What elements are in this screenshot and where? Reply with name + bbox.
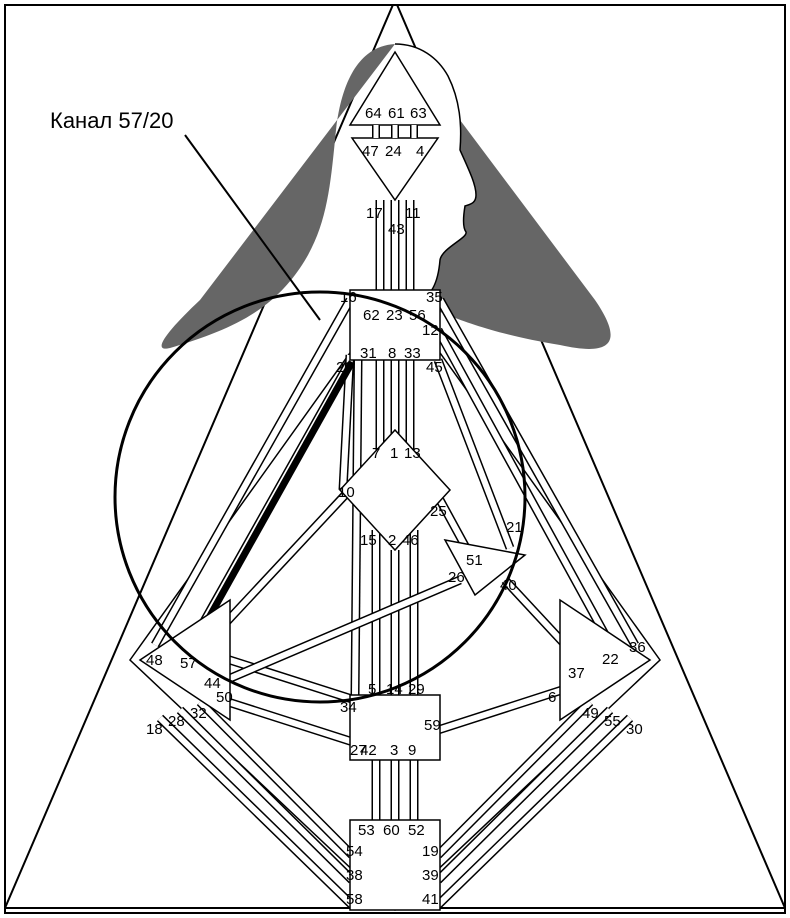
- gate-32: 32: [190, 705, 207, 722]
- gate-48: 48: [146, 652, 163, 669]
- gate-10: 10: [338, 484, 355, 501]
- gate-54: 54: [346, 843, 363, 860]
- gate-28: 28: [168, 713, 185, 730]
- gate-18: 18: [146, 721, 163, 738]
- gate-58: 58: [346, 891, 363, 908]
- gate-50: 50: [216, 689, 233, 706]
- gate-1: 1: [390, 445, 398, 462]
- gate-62: 62: [363, 307, 380, 324]
- gate-11: 11: [405, 205, 421, 222]
- gate-53: 53: [358, 822, 375, 839]
- gate-49: 49: [582, 705, 599, 722]
- gate-37: 37: [568, 665, 585, 682]
- gate-35: 35: [426, 289, 443, 306]
- channel-20-34-inner: [355, 360, 358, 697]
- gate-8: 8: [388, 345, 396, 362]
- gate-6: 6: [548, 689, 556, 706]
- gate-19: 19: [422, 843, 439, 860]
- gate-47: 47: [362, 143, 379, 160]
- gate-13: 13: [404, 445, 421, 462]
- gate-20: 20: [336, 359, 353, 376]
- gate-45: 45: [426, 359, 443, 376]
- gate-26: 26: [448, 569, 465, 586]
- gate-55: 55: [604, 713, 621, 730]
- gate-22: 22: [602, 651, 619, 668]
- gate-9: 9: [408, 742, 416, 759]
- gate-61: 61: [388, 105, 405, 122]
- gate-40: 40: [500, 577, 517, 594]
- gate-33: 33: [404, 345, 421, 362]
- gate-31: 31: [360, 345, 377, 362]
- gate-36: 36: [629, 639, 646, 656]
- gate-30: 30: [626, 721, 643, 738]
- gate-7: 7: [372, 445, 380, 462]
- gate-52: 52: [408, 822, 425, 839]
- gate-42: 42: [360, 742, 377, 759]
- gate-60: 60: [383, 822, 400, 839]
- gate-63: 63: [410, 105, 427, 122]
- gate-12: 12: [422, 322, 439, 339]
- gate-4: 4: [416, 143, 424, 160]
- gate-15: 15: [360, 532, 377, 549]
- annotation-label: Канал 57/20: [50, 108, 173, 133]
- gate-51: 51: [466, 552, 483, 569]
- gate-21: 21: [506, 519, 523, 536]
- gate-46: 46: [402, 532, 419, 549]
- gate-39: 39: [422, 867, 439, 884]
- gate-17: 17: [366, 205, 383, 222]
- gate-5: 5: [368, 681, 376, 698]
- gate-41: 41: [422, 891, 439, 908]
- gate-3: 3: [390, 742, 398, 759]
- gate-57: 57: [180, 655, 197, 672]
- gate-43: 43: [388, 221, 405, 238]
- gate-59: 59: [424, 717, 441, 734]
- gate-16: 16: [340, 289, 357, 306]
- gate-29: 29: [408, 681, 425, 698]
- gate-38: 38: [346, 867, 363, 884]
- gate-34: 34: [340, 699, 357, 716]
- gate-25: 25: [430, 503, 447, 520]
- gate-24: 24: [385, 143, 402, 160]
- gate-2: 2: [388, 532, 396, 549]
- gate-64: 64: [365, 105, 382, 122]
- gate-14: 14: [386, 681, 403, 698]
- gate-23: 23: [386, 307, 403, 324]
